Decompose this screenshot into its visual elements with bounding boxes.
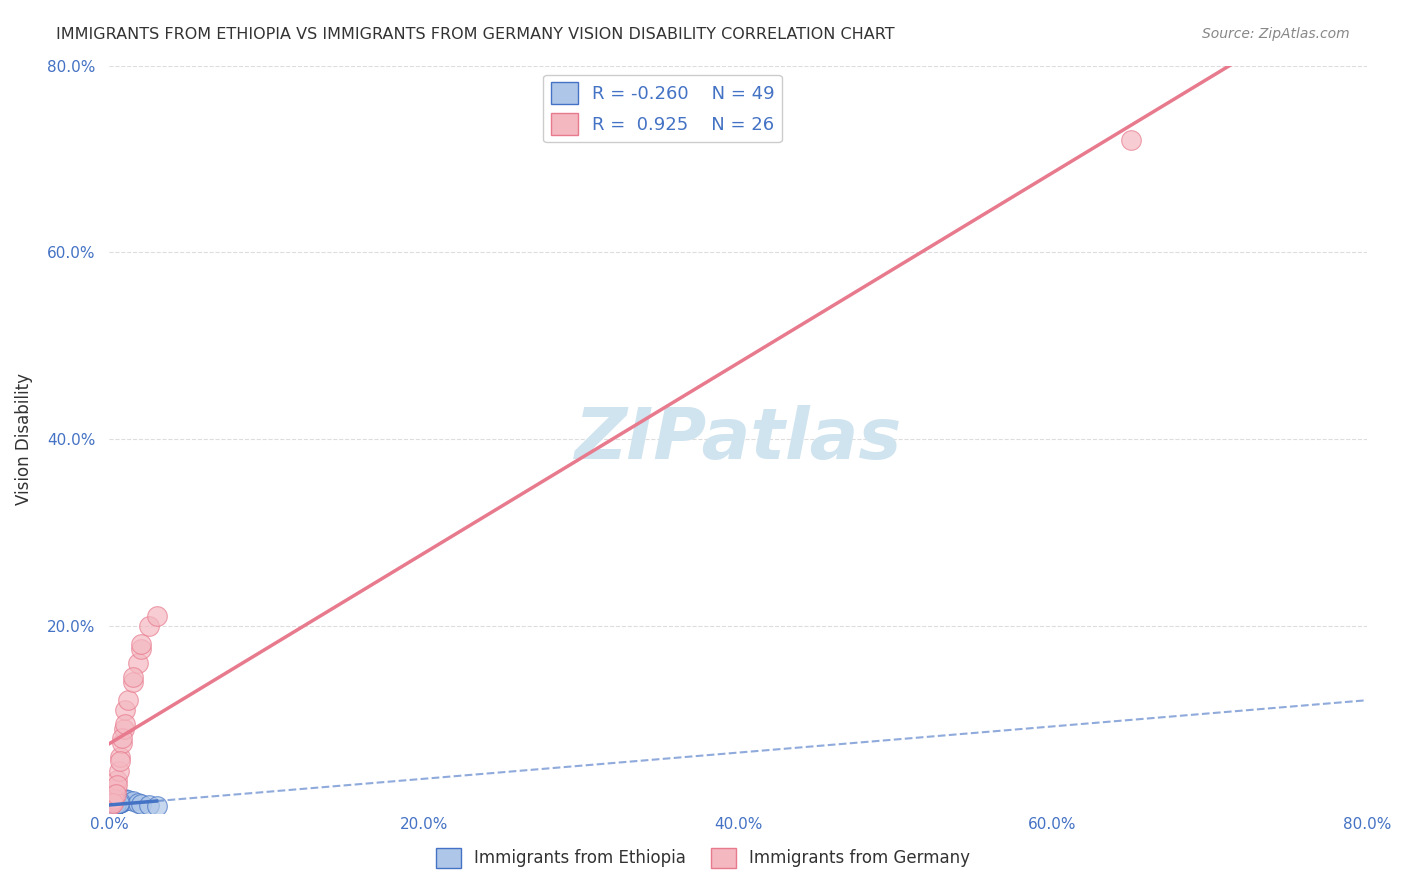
Point (117, 693, 139, 707)
Point (100, 796, 122, 810)
Point (122, 674, 145, 689)
Point (105, 796, 128, 810)
Point (145, 609, 167, 624)
Point (114, 716, 136, 731)
Point (103, 799, 125, 814)
Point (103, 787, 125, 801)
Y-axis label: Vision Disability: Vision Disability (15, 373, 32, 505)
Point (111, 735, 134, 749)
Point (101, 800, 124, 814)
Point (110, 796, 132, 810)
Legend: Immigrants from Ethiopia, Immigrants from Germany: Immigrants from Ethiopia, Immigrants fro… (429, 841, 977, 875)
Point (138, 619, 160, 633)
Point (105, 796, 128, 810)
Point (100, 800, 122, 814)
Point (104, 797, 127, 811)
Text: ZIPatlas: ZIPatlas (575, 405, 901, 474)
Point (104, 787, 127, 801)
Point (110, 749, 132, 764)
Point (114, 703, 136, 717)
Point (103, 798, 125, 813)
Point (108, 794, 131, 808)
Point (103, 798, 125, 813)
Point (145, 799, 167, 814)
Point (105, 791, 128, 805)
Point (122, 794, 145, 808)
Point (104, 797, 127, 811)
Point (103, 799, 125, 814)
Point (100, 801, 122, 815)
Point (122, 670, 145, 684)
Point (101, 800, 124, 814)
Point (108, 796, 131, 810)
Point (108, 795, 131, 809)
Point (1119, 133, 1142, 147)
Point (103, 794, 125, 808)
Point (129, 797, 152, 811)
Point (105, 772, 128, 787)
Point (108, 796, 131, 810)
Point (100, 801, 122, 815)
Point (103, 799, 125, 814)
Point (105, 794, 128, 808)
Point (108, 764, 131, 778)
Point (101, 796, 124, 810)
Point (111, 731, 134, 745)
Point (104, 797, 127, 811)
Point (111, 795, 134, 809)
Point (127, 656, 149, 670)
Point (104, 797, 127, 811)
Point (100, 798, 122, 813)
Point (117, 793, 139, 807)
Point (112, 722, 135, 736)
Point (100, 802, 122, 816)
Point (110, 794, 132, 808)
Point (110, 754, 132, 768)
Point (101, 798, 124, 813)
Point (103, 791, 125, 805)
Point (105, 778, 128, 792)
Point (114, 791, 136, 805)
Point (112, 793, 135, 807)
Point (110, 795, 132, 809)
Point (104, 782, 127, 797)
Point (111, 792, 134, 806)
Legend: R = -0.260    N = 49, R =  0.925    N = 26: R = -0.260 N = 49, R = 0.925 N = 26 (543, 75, 782, 142)
Point (127, 796, 149, 810)
Point (101, 798, 124, 813)
Point (101, 799, 124, 814)
Point (101, 801, 124, 815)
Point (138, 798, 160, 813)
Point (104, 796, 127, 810)
Point (101, 794, 124, 808)
Point (100, 802, 122, 816)
Point (104, 797, 127, 811)
Point (101, 801, 124, 815)
Point (129, 642, 152, 657)
Point (101, 800, 124, 814)
Point (100, 800, 122, 814)
Point (103, 798, 125, 813)
Text: Source: ZipAtlas.com: Source: ZipAtlas.com (1202, 27, 1350, 41)
Text: IMMIGRANTS FROM ETHIOPIA VS IMMIGRANTS FROM GERMANY VISION DISABILITY CORRELATIO: IMMIGRANTS FROM ETHIOPIA VS IMMIGRANTS F… (56, 27, 894, 42)
Point (129, 638, 152, 652)
